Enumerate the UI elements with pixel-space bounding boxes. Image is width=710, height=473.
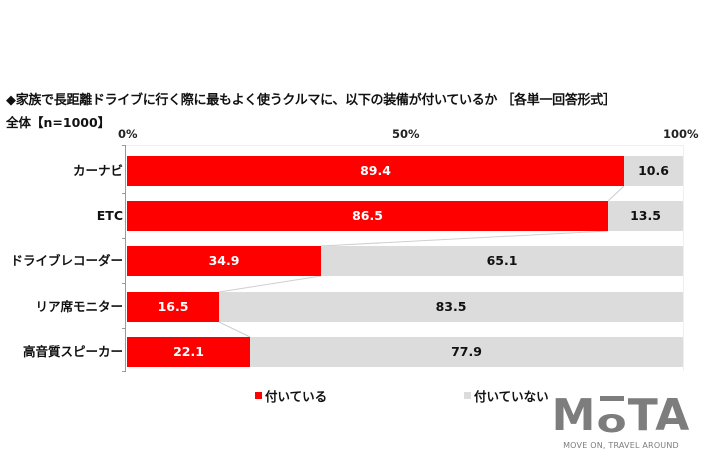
legend-swatch-gray [464,392,471,399]
y-axis-line [125,145,126,371]
y-axis-tickmark [122,371,126,372]
logo-tagline: MOVE ON, TRAVEL AROUND [563,441,679,450]
y-axis-tickmark [122,283,126,284]
legend-swatch-red [255,392,262,399]
bar-segment-yes: 89.4 [127,156,624,186]
x-tick-50: 50% [392,127,420,141]
category-label: ETC [96,208,123,223]
bar-segment-no: 83.5 [219,292,683,322]
bar-segment-no: 77.9 [250,337,683,367]
x-tick-100: 100% [663,127,699,141]
chart-title: ◆家族で長距離ドライブに行く際に最もよく使うクルマに、以下の装備が付いているか … [6,93,616,108]
bar-row: ETC 86.5 13.5 [0,201,710,231]
bar-segment-yes: 22.1 [127,337,250,367]
mota-logo: MoTA MOVE ON, TRAVEL AROUND [551,390,691,451]
plot-border-top [126,145,683,146]
category-label: ドライブレコーダー [10,253,123,268]
bar-row: 高音質スピーカー 22.1 77.9 [0,337,710,367]
bar-segment-yes: 34.9 [127,246,321,276]
chart-subtitle: 全体【n=1000】 [6,115,111,130]
category-label: 高音質スピーカー [22,344,123,359]
category-label: リア席モニター [35,299,123,314]
bar-segment-yes: 86.5 [127,201,608,231]
bar-row: リア席モニター 16.5 83.5 [0,292,710,322]
bar-segment-no: 13.5 [608,201,683,231]
x-tick-0: 0% [118,127,138,141]
legend-label: 付いていない [474,389,549,404]
bar-row: カーナビ 89.4 10.6 [0,156,710,186]
bar-segment-no: 10.6 [624,156,683,186]
legend-item-yes: 付いている [255,386,327,405]
y-axis-tickmark [122,193,126,194]
legend-label: 付いている [265,389,328,404]
y-axis-tickmark [122,328,126,329]
y-axis-tickmark [122,145,126,146]
bar-segment-no: 65.1 [321,246,683,276]
category-label: カーナビ [72,163,123,178]
legend-item-no: 付いていない [464,386,549,405]
logo-wordmark: MoTA [551,390,691,441]
y-axis-tickmark [122,238,126,239]
bar-row: ドライブレコーダー 34.9 65.1 [0,246,710,276]
plot-border-right [683,145,684,371]
bar-segment-yes: 16.5 [127,292,219,322]
